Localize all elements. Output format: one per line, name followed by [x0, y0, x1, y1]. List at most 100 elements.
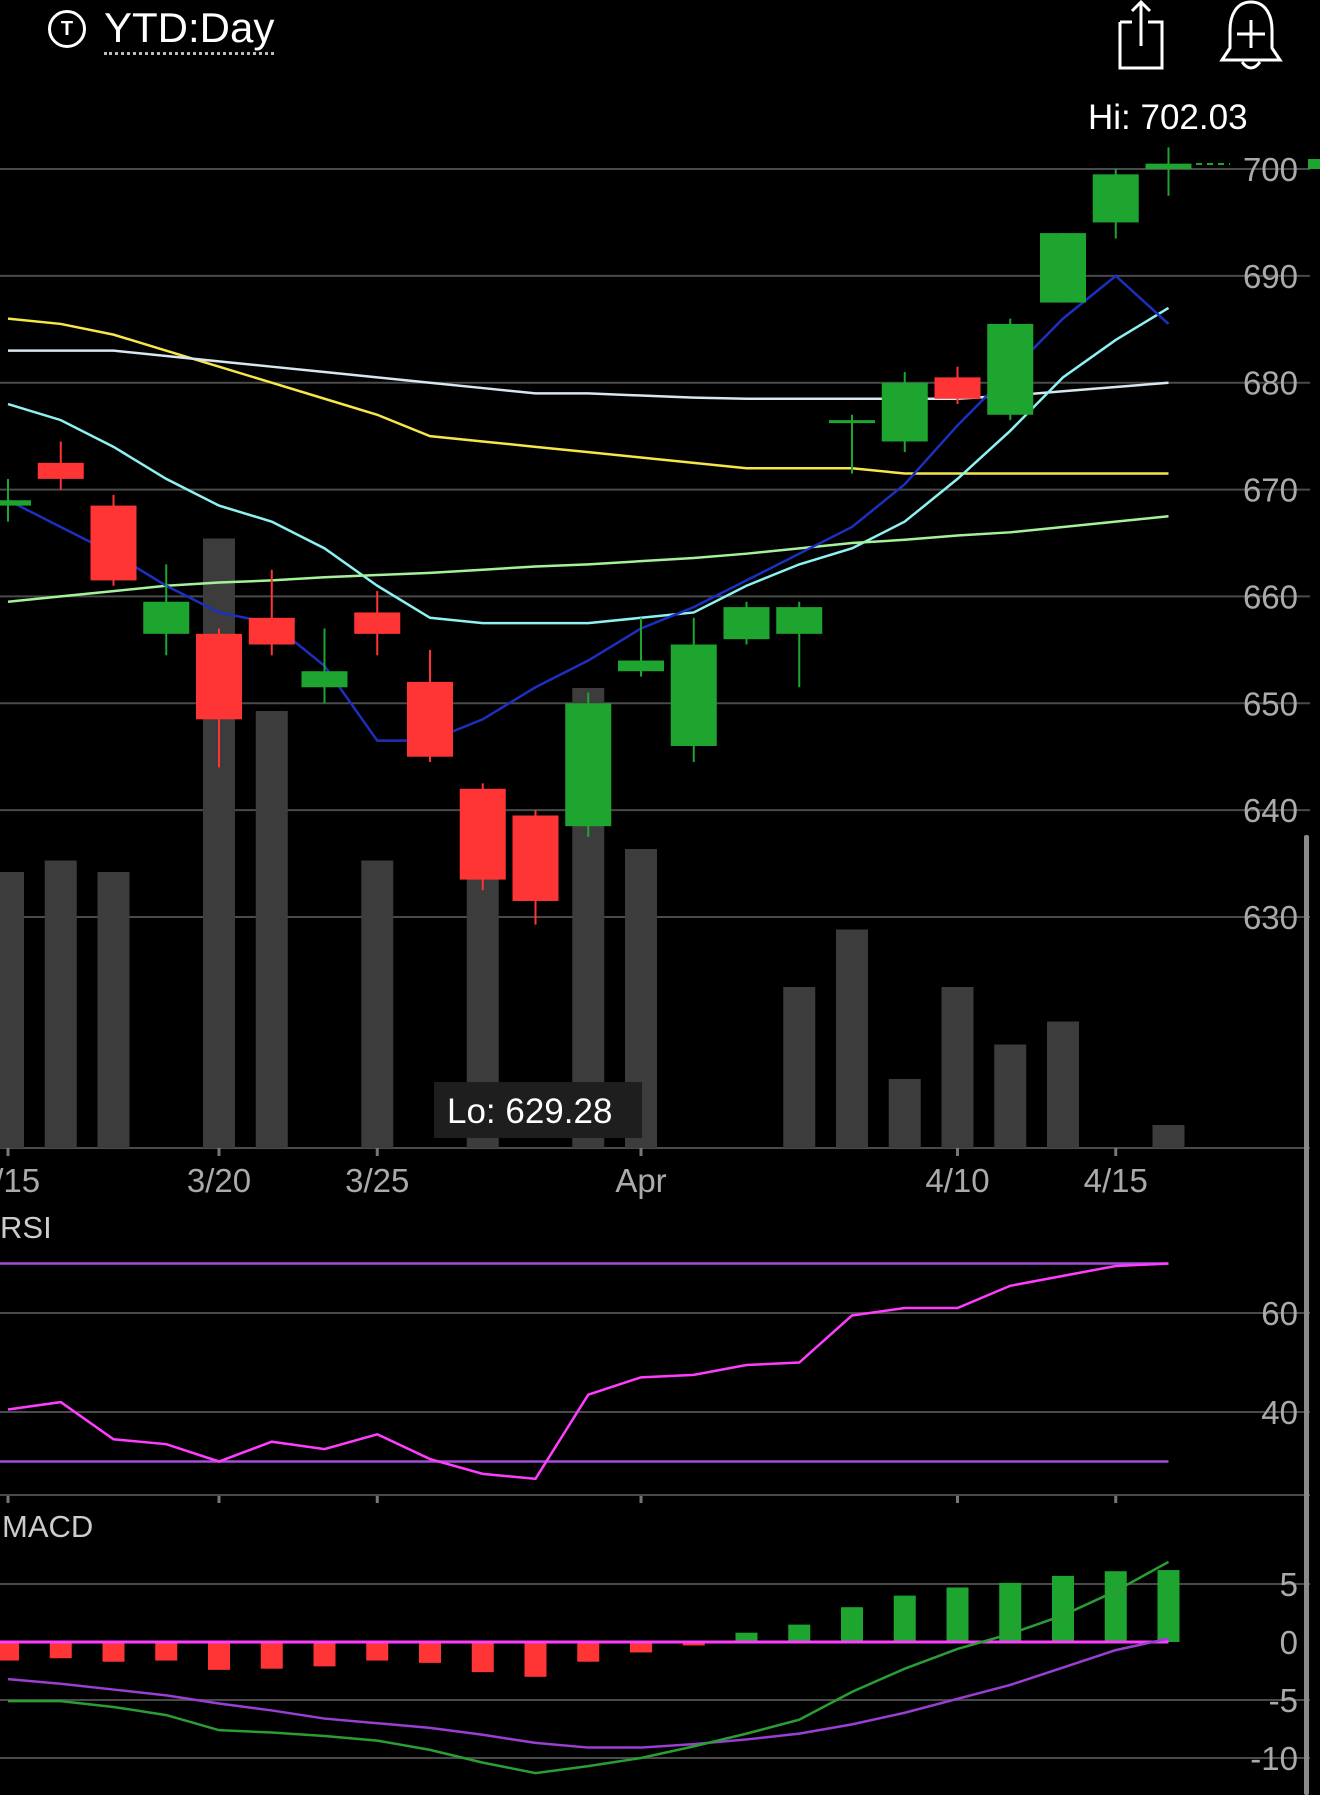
candlesticks	[0, 147, 1192, 925]
volume-bar	[888, 1079, 921, 1148]
price-tick-label: 700	[1243, 151, 1298, 188]
candle-body	[776, 607, 823, 634]
macd-histogram-bar	[471, 1642, 494, 1673]
price-alert-button[interactable]	[1218, 0, 1284, 74]
volume-bar	[941, 987, 974, 1148]
date-tick-label: 4/10	[925, 1162, 989, 1199]
rsi-tick-label: 60	[1261, 1295, 1298, 1332]
macd-histogram-bar	[1157, 1570, 1180, 1642]
macd-histogram-bar	[788, 1624, 811, 1642]
volume-bar	[97, 872, 130, 1148]
date-tick-label: 3/20	[187, 1162, 251, 1199]
candle-body	[723, 607, 770, 640]
macd-tick-label: 0	[1280, 1624, 1298, 1661]
price-axis: 700 690 680 670 660 650 640 630	[1196, 151, 1320, 936]
candle-body	[301, 671, 348, 688]
macd-tick-label: -5	[1269, 1682, 1298, 1719]
rsi-tick-label: 40	[1261, 1394, 1298, 1431]
macd-histogram-bar	[49, 1642, 72, 1659]
macd-histogram-bar	[260, 1642, 283, 1669]
date-axis: 3/15 3/20 3/25 Apr 4/10 4/15	[0, 1148, 1148, 1503]
macd-histogram-bar	[208, 1642, 230, 1670]
price-tick-label: 670	[1243, 472, 1298, 509]
macd-histogram-bar	[630, 1642, 652, 1653]
date-tick-label: 3/15	[0, 1162, 40, 1199]
volume-bar	[1152, 1125, 1185, 1148]
rsi-panel: RSI 60 40	[0, 1210, 1310, 1496]
low-price-text: Lo: 629.28	[447, 1092, 612, 1131]
volume-bar	[44, 860, 77, 1148]
vertical-scrollbar[interactable]	[1304, 835, 1309, 1795]
candle-body	[196, 633, 242, 720]
candle-body	[1040, 233, 1086, 303]
candle-body	[354, 612, 401, 634]
volume-bar	[783, 987, 816, 1148]
volume-bar	[361, 860, 394, 1148]
low-price-box	[434, 1082, 642, 1138]
moving-averages	[7, 274, 1170, 742]
macd-histogram-bar	[1104, 1571, 1127, 1642]
candle-body	[37, 462, 84, 479]
candle-body	[0, 500, 31, 506]
volume-bar	[994, 1044, 1027, 1148]
moving-average-line	[7, 317, 1169, 475]
high-price-text: Hi: 702.03	[1088, 98, 1248, 137]
moving-average-line	[7, 515, 1169, 604]
price-tick-label: 650	[1243, 685, 1298, 722]
candle-body	[934, 377, 981, 399]
price-tick-label: 640	[1243, 792, 1298, 829]
macd-histogram-bar	[735, 1632, 758, 1642]
candle-body	[1145, 163, 1192, 169]
macd-histogram-bar	[893, 1595, 916, 1642]
macd-histogram-bar	[946, 1587, 969, 1642]
macd-histogram-bar	[524, 1642, 547, 1677]
macd-histogram-bar	[155, 1642, 178, 1661]
volume-bar	[1047, 1021, 1079, 1148]
range-selector[interactable]: YTD:Day	[104, 4, 275, 55]
candle-body	[829, 420, 875, 424]
volume-bar	[255, 711, 288, 1148]
macd-tick-label: 5	[1280, 1566, 1298, 1603]
candle-body	[143, 601, 190, 634]
price-tick-label: 630	[1243, 899, 1298, 936]
candle-body	[618, 660, 664, 672]
last-price-marker	[1308, 159, 1320, 169]
bell-plus-icon	[1219, 0, 1283, 70]
date-tick-label: Apr	[615, 1162, 666, 1199]
macd-histogram-bar	[1052, 1575, 1074, 1642]
candle-body	[90, 505, 137, 581]
macd-title: MACD	[2, 1509, 93, 1544]
share-button[interactable]	[1110, 0, 1170, 74]
price-tick-label: 680	[1243, 365, 1298, 402]
candle-body	[670, 644, 717, 747]
candle-body	[248, 617, 295, 645]
price-tick-label: 690	[1243, 258, 1298, 295]
macd-line	[8, 1560, 1170, 1775]
macd-histogram-bar	[102, 1642, 125, 1662]
macd-signal-line	[7, 1637, 1169, 1749]
moving-average-line	[7, 306, 1170, 625]
candle-body	[1092, 174, 1139, 223]
ticker-t-icon[interactable]: T	[48, 10, 86, 48]
macd-histogram-bar	[999, 1582, 1022, 1642]
macd-histogram-bar	[577, 1642, 600, 1662]
candle-body	[987, 323, 1034, 415]
date-tick-label: 4/15	[1084, 1162, 1148, 1199]
rsi-title: RSI	[0, 1210, 52, 1245]
volume-bar	[836, 929, 868, 1148]
candle-body	[565, 703, 612, 827]
date-tick-label: 3/25	[345, 1162, 409, 1199]
top-bar: T YTD:Day	[0, 0, 1320, 80]
macd-histogram-bar	[841, 1607, 863, 1642]
macd-panel: MACD 5 0 -5 -10	[0, 1509, 1310, 1777]
candle-body	[459, 788, 506, 880]
price-tick-label: 660	[1243, 578, 1298, 615]
macd-histogram-bar	[682, 1642, 705, 1646]
volume-bar	[0, 872, 24, 1148]
macd-histogram-bar	[0, 1642, 19, 1661]
macd-histogram-bar	[419, 1642, 441, 1663]
high-price-label: Hi: 702.03	[1088, 98, 1248, 137]
macd-histogram-bar	[366, 1642, 389, 1661]
rsi-line	[7, 1262, 1169, 1481]
